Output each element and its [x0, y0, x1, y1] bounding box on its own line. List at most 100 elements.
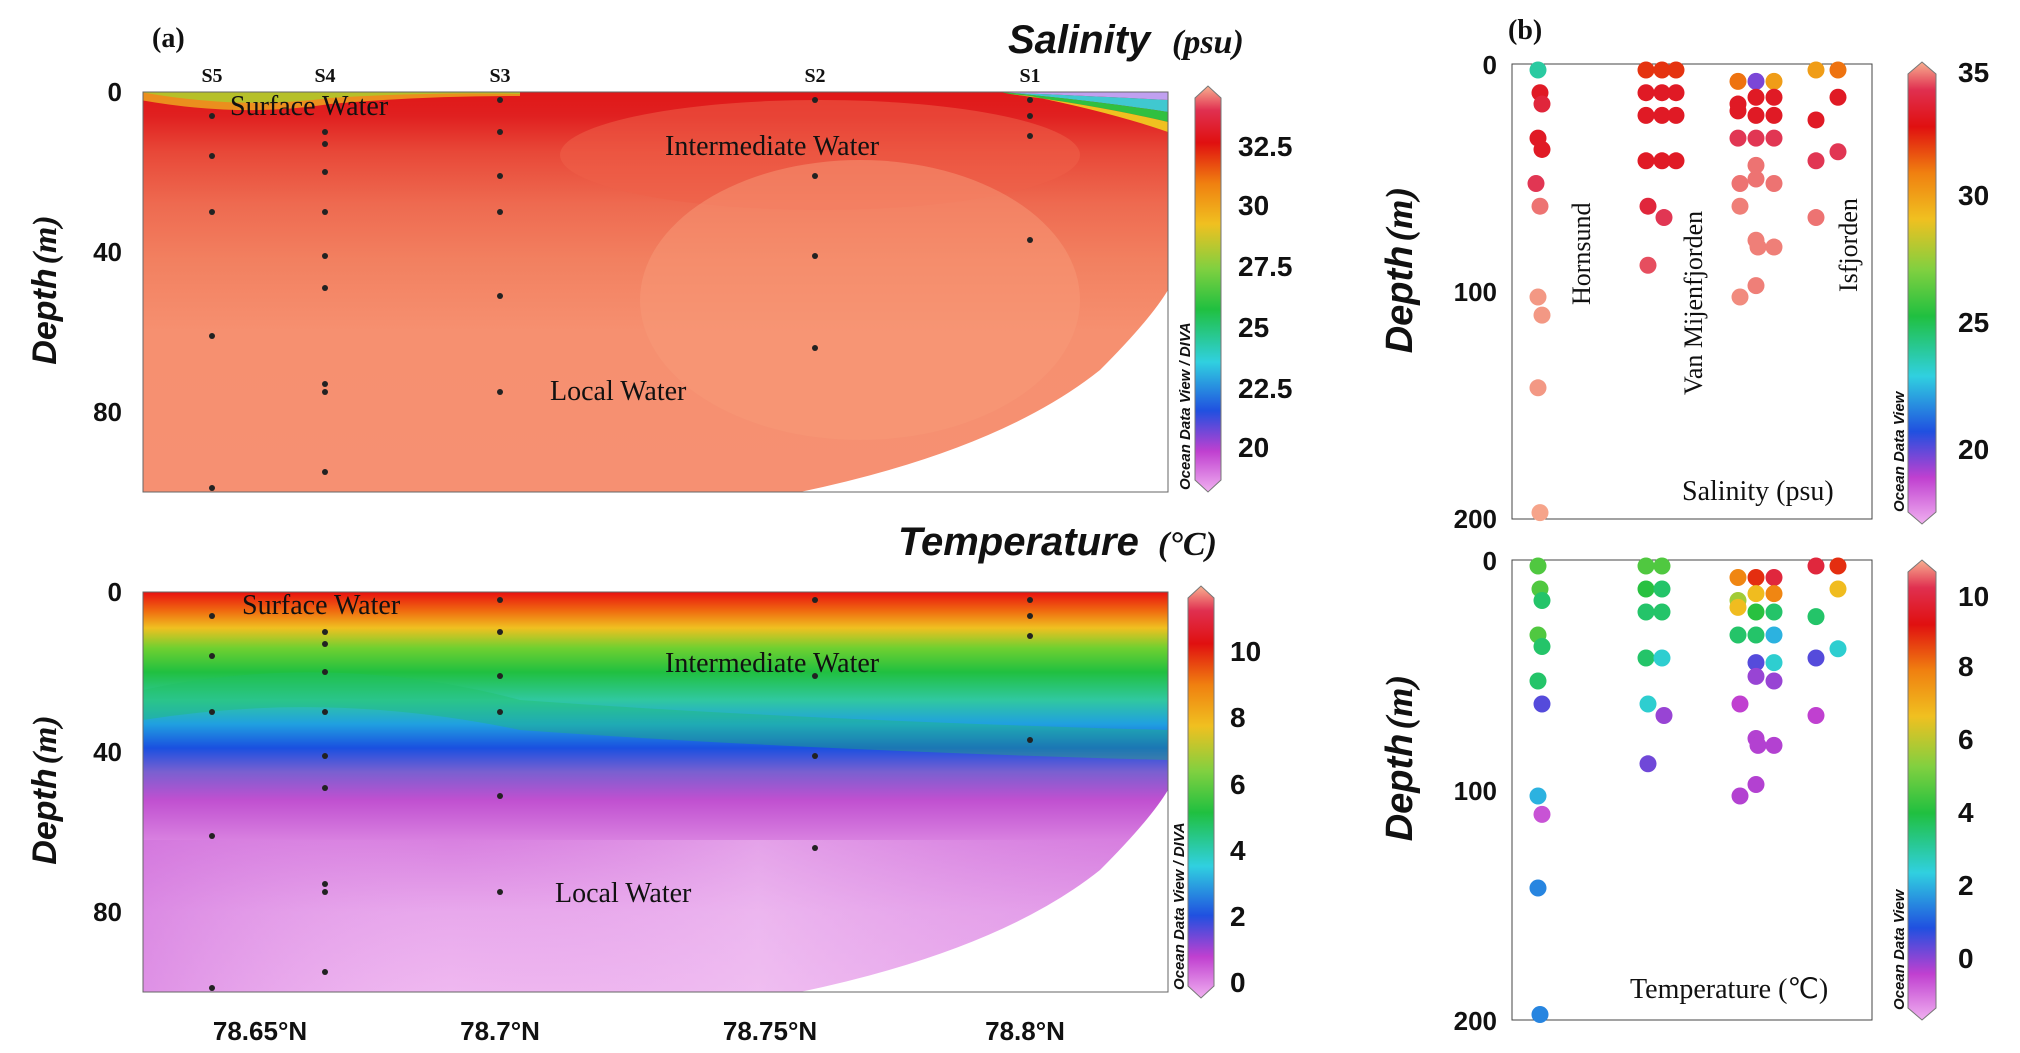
temperature-sample-dot — [209, 833, 215, 839]
b-sal-point — [1807, 111, 1825, 129]
b-sal-point — [1765, 129, 1783, 147]
b-tmp-point — [1749, 736, 1767, 754]
salinity-sample-dot — [322, 469, 328, 475]
b-tmp-point — [1765, 569, 1783, 586]
b-tmp-point — [1529, 557, 1547, 575]
temperature-title-unit: (°C) — [1158, 526, 1217, 563]
salinity-ylabel: Depth(m) — [26, 215, 64, 364]
b-sal-point — [1527, 175, 1545, 192]
temperature-sample-dot — [497, 709, 503, 715]
temperature-water-intermediate: Intermediate Water — [665, 648, 880, 679]
b-sal-point — [1765, 238, 1783, 256]
b-tmp-cb-tick-8: 8 — [1958, 651, 1974, 682]
b-sal-point — [1829, 143, 1847, 161]
salinity-sample-dot — [209, 333, 215, 339]
temperature-sample-dot — [322, 969, 328, 975]
b-sal-point — [1729, 129, 1747, 147]
salinity-sample-dot — [209, 485, 215, 491]
b-tmp-point — [1533, 638, 1551, 655]
salinity-sample-dot — [209, 209, 215, 215]
salinity-sample-dot — [812, 97, 818, 103]
temperature-ytick-0: 0 — [108, 577, 122, 607]
b-sal-point — [1749, 238, 1767, 256]
salinity-sample-dot — [1027, 133, 1033, 139]
b-tmp-ytick-200: 200 — [1454, 1006, 1497, 1036]
b-sal-point — [1667, 106, 1685, 124]
salinity-surface-band — [990, 92, 1168, 100]
b-tmp-point — [1529, 879, 1547, 897]
salinity-sample-dot — [497, 129, 503, 135]
temperature-sample-dot — [322, 785, 328, 791]
b-sal-fjord-isfjorden: Isfjorden — [1834, 198, 1863, 292]
b-tmp-point — [1829, 580, 1847, 598]
b-sal-point — [1653, 152, 1671, 170]
b-tmp-point — [1533, 805, 1551, 823]
temperature-sample-dot — [322, 641, 328, 647]
b-sal-point — [1747, 129, 1765, 147]
b-sal-cb-tick-25: 25 — [1958, 307, 1989, 338]
b-tmp-point — [1637, 557, 1655, 575]
panel-a-label: (a) — [152, 23, 185, 54]
b-tmp-point — [1765, 672, 1783, 690]
salinity-sample-dot — [322, 129, 328, 135]
salinity-cb-tick-32-5: 32.5 — [1238, 131, 1293, 162]
temperature-thermocline-bulge — [143, 672, 1168, 760]
b-sal-point — [1533, 306, 1551, 324]
b-sal-ylabel: Depth(m) — [1379, 187, 1421, 354]
temperature-cb-label: Ocean Data View / DIVA — [1171, 822, 1188, 990]
b-sal-cb-tick-20: 20 — [1958, 434, 1989, 465]
temperature-water-local: Local Water — [555, 878, 692, 909]
xtick-78-65: 78.65°N — [213, 1016, 307, 1046]
b-tmp-point — [1807, 649, 1825, 667]
b-sal-point — [1637, 61, 1655, 79]
b-tmp-point — [1731, 787, 1749, 805]
panel-b-label: (b) — [1508, 15, 1542, 46]
salinity-sample-dot — [1027, 237, 1033, 243]
temperature-sample-dot — [209, 709, 215, 715]
b-sal-point — [1807, 152, 1825, 170]
b-sal-point — [1765, 88, 1783, 106]
b-tmp-point — [1653, 580, 1671, 598]
xtick-78-8: 78.8°N — [985, 1016, 1065, 1046]
b-tmp-point — [1747, 585, 1765, 603]
b-sal-cb-tick-30: 30 — [1958, 180, 1989, 211]
b-sal-point — [1731, 197, 1749, 215]
temperature-sample-dot — [209, 985, 215, 991]
station-s3: S3 — [489, 65, 510, 87]
b-tmp-point — [1529, 672, 1547, 690]
b-tmp-point — [1807, 608, 1825, 626]
temperature-sample-dot — [497, 889, 503, 895]
b-tmp-point — [1653, 557, 1671, 575]
b-salinity-frame — [1511, 63, 1873, 520]
temperature-cb-tick-2: 2 — [1230, 901, 1246, 932]
salinity-title: Salinity — [1008, 18, 1152, 62]
salinity-sample-dot — [812, 173, 818, 179]
temperature-sample-dot — [209, 653, 215, 659]
b-tmp-point — [1765, 585, 1783, 603]
salinity-cb-tick-25: 25 — [1238, 312, 1269, 343]
temperature-sample-dot — [497, 629, 503, 635]
temperature-cb-tick-10: 10 — [1230, 636, 1261, 667]
b-sal-xlabel: Salinity (psu) — [1682, 476, 1834, 507]
salinity-cb-tick-20: 20 — [1238, 432, 1269, 463]
b-temperature-scatter: 0 100 200 Depth(m) Temperature (℃) 10 8 … — [1379, 546, 1989, 1036]
b-sal-point — [1731, 288, 1749, 306]
temperature-sample-dot — [812, 673, 818, 679]
b-tmp-point — [1637, 603, 1655, 621]
b-sal-point — [1765, 175, 1783, 192]
b-sal-point — [1807, 61, 1825, 79]
b-temperature-frame — [1511, 559, 1873, 1021]
b-sal-point — [1747, 170, 1765, 188]
temperature-sample-dot — [209, 613, 215, 619]
b-sal-point — [1531, 197, 1549, 215]
b-tmp-cb-tick-6: 6 — [1958, 724, 1974, 755]
b-tmp-point — [1747, 667, 1765, 685]
b-tmp-point — [1765, 736, 1783, 754]
salinity-sample-dot — [322, 253, 328, 259]
b-sal-point — [1653, 61, 1671, 79]
salinity-water-surface: Surface Water — [230, 91, 389, 122]
salinity-sample-dot — [209, 113, 215, 119]
b-tmp-point — [1829, 557, 1847, 575]
b-sal-ytick-100: 100 — [1454, 277, 1497, 307]
